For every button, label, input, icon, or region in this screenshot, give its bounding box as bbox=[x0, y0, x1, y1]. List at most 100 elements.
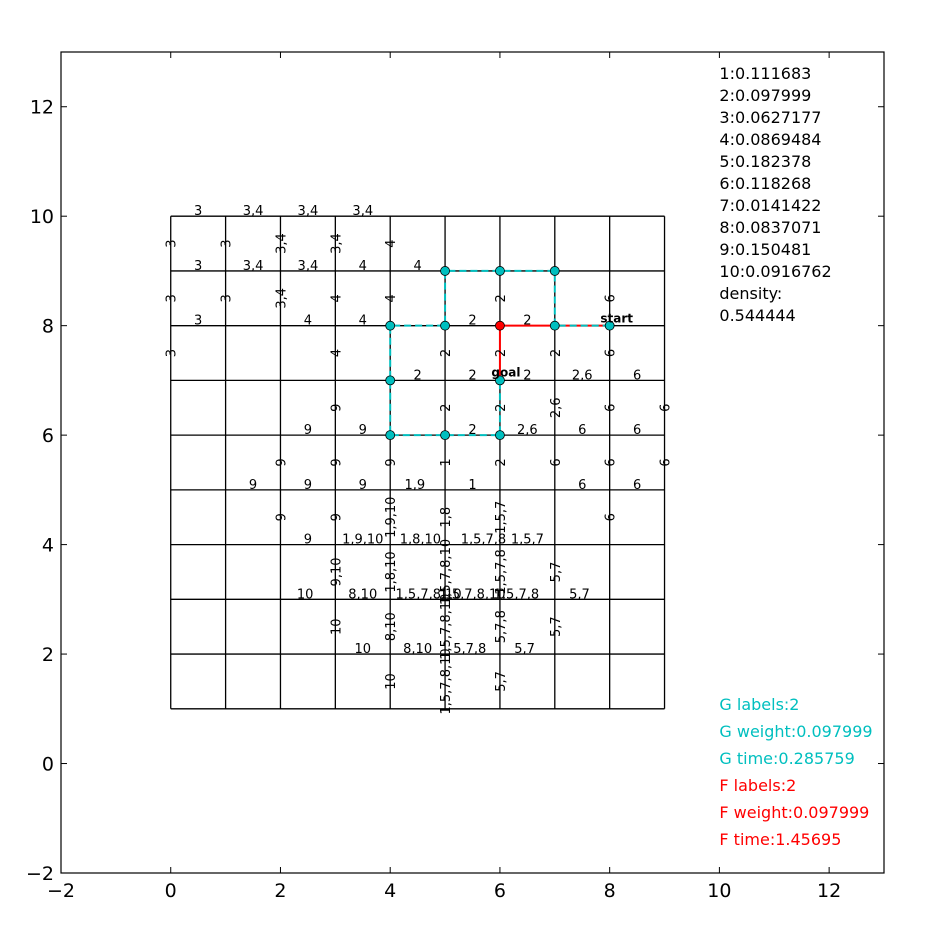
edge-label-horizontal: 1,5,7,8,10 bbox=[439, 587, 505, 602]
edge-label-horizontal: 8,10 bbox=[348, 587, 377, 602]
path-node bbox=[440, 320, 450, 331]
label-weight-line: 3:0.0627177 bbox=[719, 108, 821, 127]
y-tick-label: 4 bbox=[42, 535, 54, 557]
edge-label-horizontal: 3 bbox=[194, 204, 202, 219]
edge-label-horizontal: 4 bbox=[304, 314, 312, 329]
y-tick-label: 2 bbox=[42, 644, 54, 666]
edge-label-vertical: 6 bbox=[604, 294, 619, 302]
edge-label-horizontal: 2 bbox=[523, 314, 531, 329]
y-tick-label: 6 bbox=[42, 425, 54, 447]
edge-label-horizontal: 1,9 bbox=[405, 478, 426, 493]
edge-label-vertical: 10 bbox=[329, 618, 344, 635]
edge-label-horizontal: 3,4 bbox=[298, 259, 319, 274]
edge-label-vertical: 1 bbox=[439, 458, 454, 466]
x-tick-label: 4 bbox=[384, 880, 396, 902]
edge-label-vertical: 1,9,10 bbox=[384, 497, 399, 538]
edge-label-vertical: 4 bbox=[384, 239, 399, 247]
goal-label: goal bbox=[491, 365, 520, 379]
g-stat-line: G weight:0.097999 bbox=[719, 722, 872, 741]
edge-label-vertical: 10 bbox=[384, 673, 399, 690]
edge-label-vertical: 3,4 bbox=[329, 233, 344, 254]
edge-label-vertical: 5,7 bbox=[494, 671, 509, 692]
x-tick-label: 12 bbox=[817, 880, 841, 902]
edge-label-vertical: 2,6 bbox=[549, 397, 564, 418]
path-node bbox=[385, 320, 396, 331]
path-node bbox=[440, 430, 450, 441]
g-path-line bbox=[389, 269, 610, 437]
edge-label-horizontal: 3,4 bbox=[298, 204, 319, 219]
edge-label-vertical: 6 bbox=[604, 404, 619, 412]
edge-label-horizontal: 2,6 bbox=[572, 368, 593, 383]
edge-label-vertical: 3 bbox=[165, 349, 180, 357]
path-node bbox=[385, 430, 396, 441]
label-weight-line: 0.544444 bbox=[719, 306, 795, 325]
edge-label-horizontal: 9 bbox=[249, 478, 257, 493]
edge-label-horizontal: 6 bbox=[578, 423, 586, 438]
edge-labels: 3 3,4 3,4 3,4 3 3,4 3,4 4 4 3 4 4 2 2 2 2 2 2,6 6 9 9 2 2,6 6 6 9… bbox=[165, 204, 674, 714]
edge-label-vertical: 6 bbox=[659, 404, 674, 412]
edge-label-horizontal: 9 bbox=[304, 478, 312, 493]
edge-label-horizontal: 1,5,7,8 bbox=[461, 533, 506, 548]
edge-label-horizontal: 5,7 bbox=[569, 587, 590, 602]
y-tick-label: 10 bbox=[30, 206, 54, 228]
edge-label-vertical: 9 bbox=[329, 404, 344, 412]
g-stat-line: G labels:2 bbox=[719, 695, 799, 714]
info-text: 1:0.111683 2:0.097999 3:0.0627177 4:0.08694… bbox=[719, 64, 872, 849]
x-tick-label: 6 bbox=[494, 880, 506, 902]
start-label: start bbox=[600, 312, 633, 326]
edge-label-vertical: 5,7 bbox=[549, 562, 564, 583]
edge-label-horizontal: 4 bbox=[413, 259, 421, 274]
f-stat-line: F weight:0.097999 bbox=[719, 803, 869, 822]
edge-label-vertical: 3 bbox=[165, 239, 180, 247]
x-tick-label: 10 bbox=[707, 880, 731, 902]
edge-label-vertical: 1,8,10 bbox=[384, 551, 399, 592]
label-weight-line: 7:0.0141422 bbox=[719, 196, 821, 215]
path-node bbox=[495, 266, 505, 276]
f-stat-line: F time:1.45695 bbox=[719, 830, 841, 849]
edge-label-horizontal: 9 bbox=[304, 423, 312, 438]
edge-label-horizontal: 1 bbox=[468, 478, 476, 493]
label-weight-line: 6:0.118268 bbox=[719, 174, 811, 193]
edge-label-horizontal: 6 bbox=[633, 423, 641, 438]
edge-label-horizontal: 3,4 bbox=[352, 204, 373, 219]
edge-label-vertical: 9 bbox=[384, 458, 399, 466]
label-weight-line: 9:0.150481 bbox=[719, 240, 811, 259]
edge-label-vertical: 1,5,7,8,10 bbox=[439, 594, 454, 660]
edge-label-horizontal: 9 bbox=[359, 478, 367, 493]
edge-label-horizontal: 3,4 bbox=[243, 259, 264, 274]
edge-label-vertical: 3 bbox=[165, 294, 180, 302]
edge-label-horizontal: 4 bbox=[359, 314, 367, 329]
y-tick-label: 0 bbox=[42, 754, 54, 776]
path-node bbox=[549, 266, 560, 276]
edge-label-horizontal: 1,9,10 bbox=[342, 533, 383, 548]
y-tick-label: −2 bbox=[26, 863, 54, 885]
edge-label-vertical: 2 bbox=[439, 349, 454, 357]
edge-label-vertical: 6 bbox=[604, 349, 619, 357]
edge-label-vertical: 9,10 bbox=[329, 557, 344, 586]
edge-label-vertical: 3 bbox=[220, 294, 235, 302]
edge-label-horizontal: 2 bbox=[468, 423, 476, 438]
label-weight-line: density: bbox=[719, 284, 782, 303]
edge-label-vertical: 3 bbox=[220, 239, 235, 247]
edge-label-vertical: 4 bbox=[329, 349, 344, 357]
edge-label-vertical: 8,10 bbox=[384, 612, 399, 641]
path-node-red bbox=[495, 320, 505, 331]
edge-label-vertical: 2 bbox=[439, 404, 454, 412]
label-weight-line: 4:0.0869484 bbox=[719, 130, 821, 149]
edge-label-horizontal: 5,7 bbox=[514, 642, 535, 657]
edge-label-horizontal: 10 bbox=[354, 642, 371, 657]
path-node bbox=[440, 266, 450, 276]
g-stat-line: G time:0.285759 bbox=[719, 749, 854, 768]
edge-label-vertical: 1,5,7,8,10 bbox=[439, 539, 454, 605]
edge-label-horizontal: 2 bbox=[468, 368, 476, 383]
edge-label-horizontal: 4 bbox=[359, 259, 367, 274]
label-weight-line: 5:0.182378 bbox=[719, 152, 811, 171]
path-node bbox=[549, 320, 560, 331]
edge-label-horizontal: 6 bbox=[578, 478, 586, 493]
edge-label-vertical: 2 bbox=[494, 349, 509, 357]
path-node bbox=[495, 430, 505, 441]
f-stat-line: F labels:2 bbox=[719, 776, 796, 795]
edge-label-horizontal: 6 bbox=[633, 368, 641, 383]
edge-label-horizontal: 3,4 bbox=[243, 204, 264, 219]
